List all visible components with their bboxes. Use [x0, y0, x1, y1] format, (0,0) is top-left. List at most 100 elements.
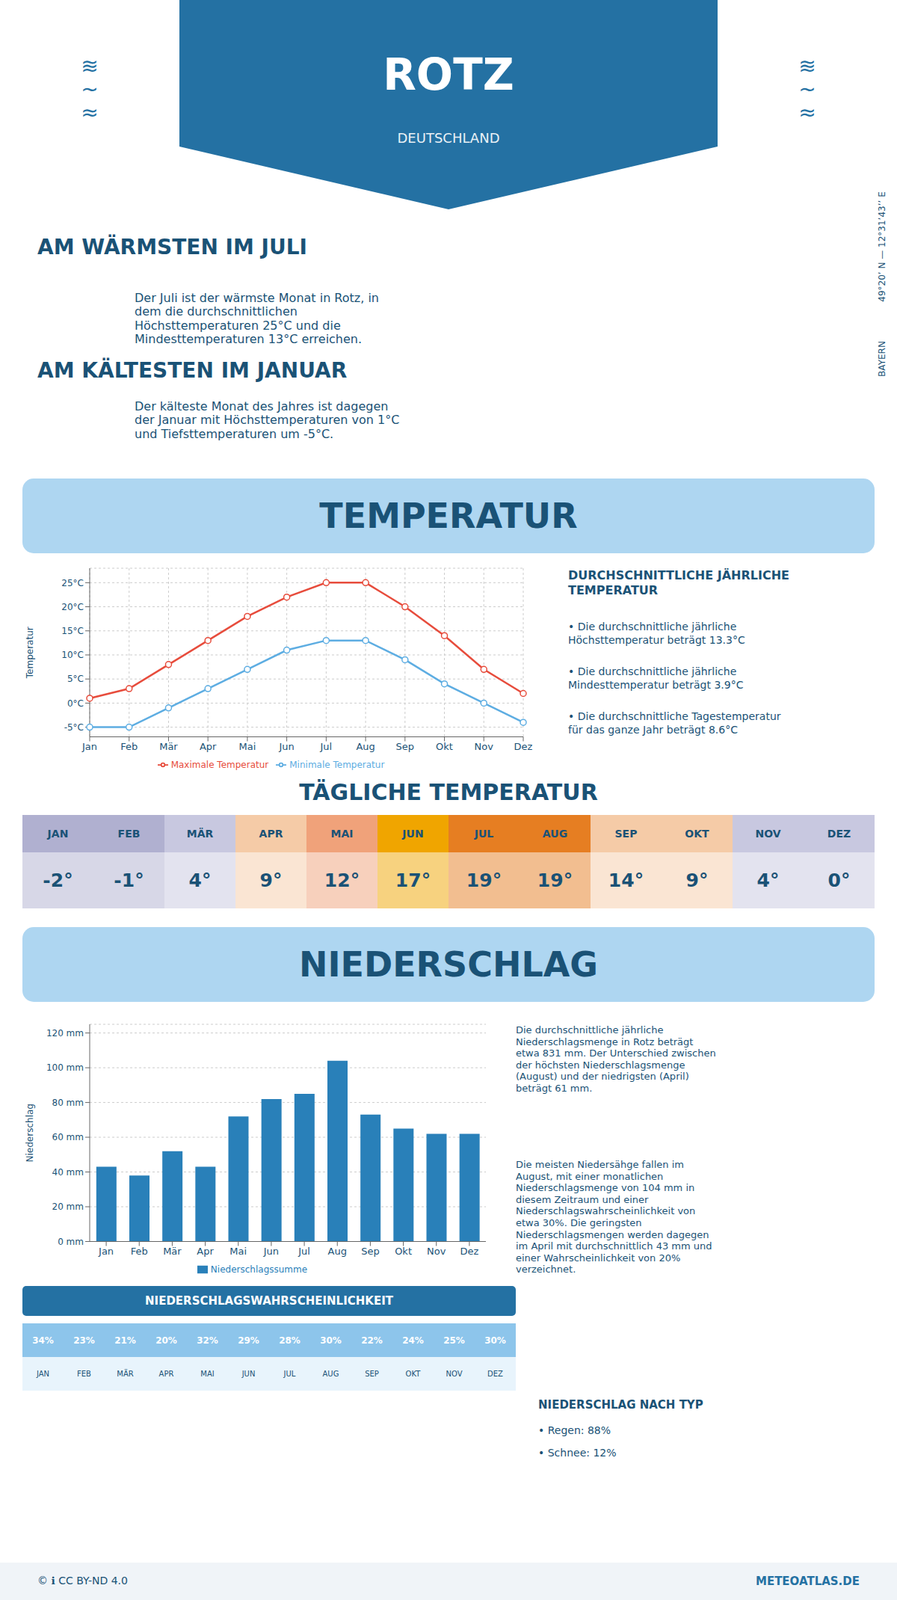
svg-text:40 mm: 40 mm	[52, 1166, 84, 1178]
html-text:0°: 0°	[827, 869, 851, 892]
html-text:• Die durchschnittliche jährli: • Die durchschnittliche jährliche Höchst…	[568, 620, 746, 646]
html-text:• Regen: 88%: • Regen: 88%	[538, 1423, 611, 1436]
svg-text:Dez: Dez	[459, 1245, 479, 1257]
svg-text:80 mm: 80 mm	[52, 1097, 84, 1108]
html-text:JUL: JUL	[474, 827, 494, 840]
svg-text:120 mm: 120 mm	[46, 1027, 84, 1039]
svg-text:20 mm: 20 mm	[52, 1201, 84, 1212]
svg-text:0°C: 0°C	[67, 698, 84, 709]
html-text:Der kälteste Monat des Jahres: Der kälteste Monat des Jahres ist dagege…	[134, 399, 400, 441]
svg-text:Sep: Sep	[361, 1245, 380, 1257]
html-text:25%: 25%	[443, 1334, 465, 1346]
html-text:28%: 28%	[278, 1334, 301, 1346]
html-text:9°: 9°	[259, 869, 283, 892]
html-text:NIEDERSCHLAG: NIEDERSCHLAG	[298, 944, 599, 985]
html-text:METEOATLAS.DE: METEOATLAS.DE	[755, 1573, 860, 1588]
html-text:• Die durchschnittliche Tagest: • Die durchschnittliche Tagestemperatur …	[568, 710, 781, 736]
html-text:AUG: AUG	[542, 827, 568, 840]
html-text:Die durchschnittliche jährlich: Die durchschnittliche jährliche Niedersc…	[515, 1024, 716, 1094]
html-text:49°20’ N — 12°31’43’’ E: 49°20’ N — 12°31’43’’ E	[876, 191, 887, 302]
html-text:OKT: OKT	[684, 827, 710, 840]
svg-text:Nov: Nov	[426, 1245, 447, 1257]
svg-text:Okt: Okt	[394, 1245, 412, 1257]
html-text:4°: 4°	[756, 869, 780, 892]
html-text:Der Juli ist der wärmste Monat: Der Juli ist der wärmste Monat in Rotz, …	[134, 290, 379, 347]
html-text:TÄGLICHE TEMPERATUR: TÄGLICHE TEMPERATUR	[299, 779, 598, 806]
html-text:-1°: -1°	[113, 869, 144, 892]
svg-text:Feb: Feb	[130, 1245, 149, 1257]
svg-text:-5°C: -5°C	[64, 722, 84, 733]
html-text:19°: 19°	[537, 869, 573, 892]
html-text:NOV: NOV	[755, 827, 781, 840]
html-text:NIEDERSCHLAG NACH TYP: NIEDERSCHLAG NACH TYP	[538, 1397, 704, 1412]
html-text:DEZ: DEZ	[827, 827, 851, 840]
svg-text:Jan: Jan	[81, 740, 98, 752]
html-text:Die meisten Niedersähge fallen: Die meisten Niedersähge fallen im August…	[515, 1158, 712, 1275]
html-text:22%: 22%	[361, 1334, 383, 1346]
html-text:SEP: SEP	[614, 827, 638, 840]
html-text:MÄR: MÄR	[186, 827, 214, 840]
svg-text:Jul: Jul	[319, 740, 333, 752]
svg-text:Okt: Okt	[435, 740, 453, 752]
html-text:NIEDERSCHLAGSWAHRSCHEINLICHKEI: NIEDERSCHLAGSWAHRSCHEINLICHKEIT	[145, 1293, 394, 1308]
html-text:9°: 9°	[685, 869, 709, 892]
html-text:23%: 23%	[73, 1334, 95, 1346]
html-text:DURCHSCHNITTLICHE JÄHRLICHE TE: DURCHSCHNITTLICHE JÄHRLICHE TEMPERATUR	[568, 568, 790, 598]
svg-text:Niederschlag: Niederschlag	[24, 1103, 36, 1162]
html-text:MAI: MAI	[330, 827, 354, 840]
svg-text:25°C: 25°C	[61, 577, 84, 589]
svg-text:Nov: Nov	[474, 740, 495, 752]
html-text:• Schnee: 12%: • Schnee: 12%	[538, 1446, 617, 1459]
svg-text:20°C: 20°C	[61, 601, 84, 613]
html-text:30%: 30%	[484, 1334, 506, 1346]
svg-text:Mär: Mär	[162, 1245, 182, 1257]
svg-text:15°C: 15°C	[61, 625, 84, 637]
svg-text:Feb: Feb	[120, 740, 138, 752]
html-text:19°: 19°	[466, 869, 502, 892]
svg-text:Mai: Mai	[229, 1245, 247, 1257]
html-text:© ℹ CC BY-ND 4.0: © ℹ CC BY-ND 4.0	[37, 1574, 128, 1587]
html-text:BAYERN: BAYERN	[876, 340, 887, 377]
html-text:34%: 34%	[32, 1334, 54, 1346]
html-text:-2°: -2°	[42, 869, 73, 892]
svg-text:Dez: Dez	[514, 740, 533, 752]
html-text:APR: APR	[259, 827, 283, 840]
html-text:JUN: JUN	[402, 827, 424, 840]
html-text:29%: 29%	[237, 1334, 260, 1346]
svg-text:Jun: Jun	[263, 1245, 279, 1257]
html-text:AM KÄLTESTEN IM JANUAR: AM KÄLTESTEN IM JANUAR	[37, 357, 348, 383]
svg-text:Apr: Apr	[199, 740, 217, 752]
html-text:21%: 21%	[114, 1334, 136, 1346]
html-text:20%: 20%	[155, 1334, 178, 1346]
html-text:14°: 14°	[608, 869, 644, 892]
svg-text:60 mm: 60 mm	[52, 1131, 84, 1143]
html-text:ROTZ: ROTZ	[382, 49, 515, 101]
html-text:• Die durchschnittliche jährli: • Die durchschnittliche jährliche Mindes…	[568, 665, 744, 691]
svg-text:Jan: Jan	[97, 1245, 114, 1257]
html-text:FEB: FEB	[117, 827, 141, 840]
html-text:24%: 24%	[402, 1334, 424, 1346]
html-text:Niederschlagssumme: Niederschlagssumme	[210, 1263, 308, 1275]
html-text:12°: 12°	[324, 869, 360, 892]
html-text:DEUTSCHLAND: DEUTSCHLAND	[397, 129, 500, 146]
svg-text:Jul: Jul	[297, 1245, 311, 1257]
html-text:32%: 32%	[196, 1334, 219, 1346]
svg-text:Apr: Apr	[196, 1245, 214, 1257]
svg-text:Sep: Sep	[396, 740, 415, 752]
svg-text:Jun: Jun	[278, 740, 294, 752]
svg-text:Aug: Aug	[355, 740, 375, 752]
svg-text:5°C: 5°C	[67, 673, 84, 684]
html-text:4°: 4°	[188, 869, 212, 892]
svg-text:0 mm: 0 mm	[57, 1236, 84, 1247]
svg-text:Mai: Mai	[239, 740, 257, 752]
svg-text:Aug: Aug	[328, 1245, 347, 1257]
html-text:17°: 17°	[395, 869, 431, 892]
html-text:30%: 30%	[320, 1334, 342, 1346]
html-text:AM WÄRMSTEN IM JULI: AM WÄRMSTEN IM JULI	[37, 234, 308, 260]
html-text:JAN: JAN	[47, 827, 69, 840]
svg-text:Mär: Mär	[159, 740, 178, 752]
html-text:TEMPERATUR: TEMPERATUR	[319, 495, 578, 536]
svg-text:Temperatur: Temperatur	[24, 626, 36, 679]
svg-text:10°C: 10°C	[61, 649, 84, 661]
svg-text:100 mm: 100 mm	[46, 1062, 84, 1073]
